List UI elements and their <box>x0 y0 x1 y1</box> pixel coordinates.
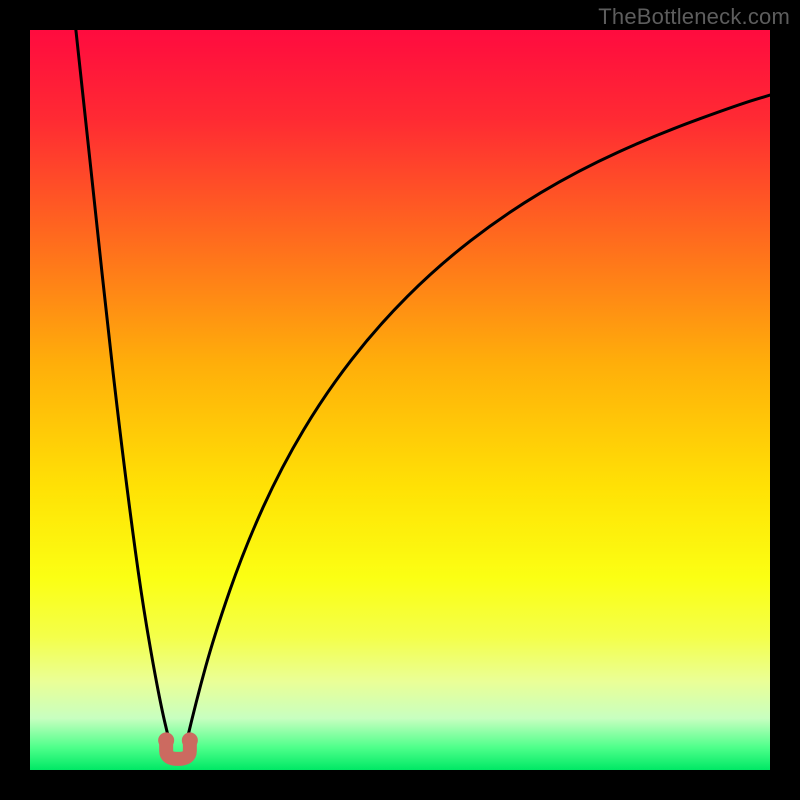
chart-frame: TheBottleneck.com <box>0 0 800 800</box>
plot-area <box>30 30 770 770</box>
chart-svg <box>30 30 770 770</box>
watermark-text: TheBottleneck.com <box>598 4 790 30</box>
gradient-background <box>30 30 770 770</box>
